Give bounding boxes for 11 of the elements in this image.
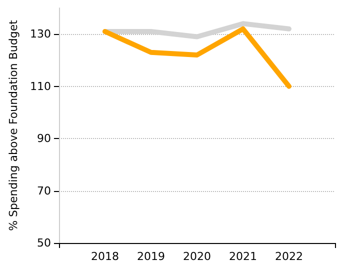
x-tick-label: 2020 [183,250,211,263]
x-tick-label: 2018 [91,250,119,263]
y-axis-title: % Spending above Foundation Budget [7,19,20,231]
y-tick-label: 70 [37,184,51,198]
x-tick-label: 2019 [137,250,165,263]
x-tick-label: 2022 [275,250,303,263]
x-tick-label: 2021 [229,250,257,263]
y-tick-label: 110 [30,80,51,93]
y-tick-label: 90 [37,132,51,146]
y-tick-label: 50 [37,236,51,250]
y-tick-label: 130 [30,28,51,41]
